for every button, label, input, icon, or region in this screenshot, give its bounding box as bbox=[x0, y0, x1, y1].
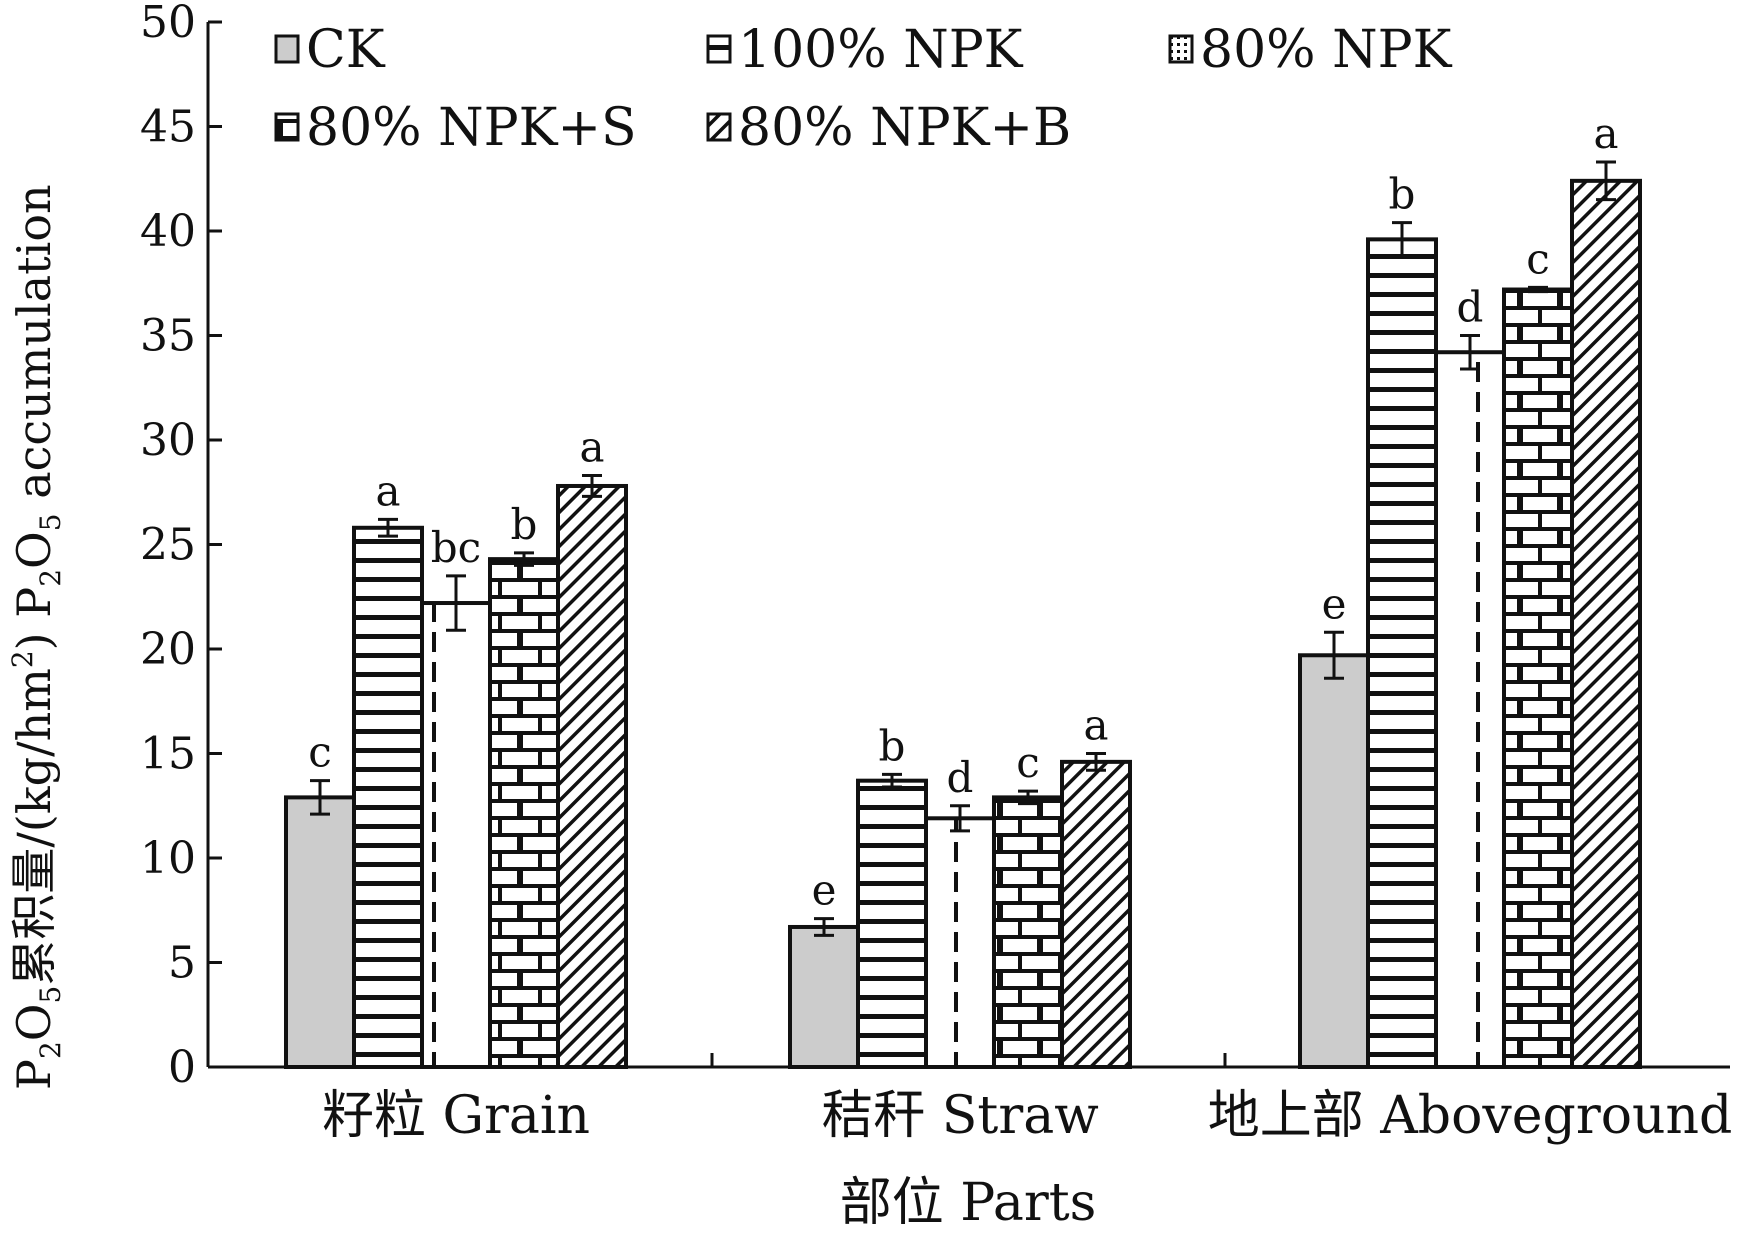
bar bbox=[924, 816, 996, 1069]
x-axis-title: 部位 Parts bbox=[840, 1173, 1097, 1230]
legend-swatch bbox=[706, 34, 732, 64]
significance-letter: d bbox=[1457, 283, 1484, 332]
y-tick-label: 50 bbox=[140, 0, 196, 48]
bar bbox=[1570, 178, 1642, 1069]
bar bbox=[352, 525, 424, 1069]
legend-label: 80% NPK bbox=[1200, 20, 1453, 80]
bar bbox=[1366, 237, 1438, 1070]
legend-swatch bbox=[274, 112, 300, 142]
y-tick-label: 45 bbox=[140, 102, 196, 153]
y-tick-label: 25 bbox=[140, 520, 196, 571]
bar bbox=[1434, 350, 1506, 1070]
significance-letter: a bbox=[1083, 701, 1108, 750]
y-tick-label: 10 bbox=[140, 833, 196, 884]
bar bbox=[856, 778, 928, 1069]
axis-labels: 籽粒 Grain 秸秆 Straw 地上部 Aboveground 部位 Parts P… bbox=[6, 184, 1733, 1233]
significance-letter: a bbox=[579, 423, 604, 472]
axes: 0 5 10 15 20 25 30 35 40 45 50 bbox=[140, 0, 1730, 1093]
legend: CK 100% NPK 80% NPK 80% NPK+S 80% NPK+B bbox=[274, 20, 1453, 158]
y-tick-label: 35 bbox=[140, 311, 196, 362]
significance-letter: c bbox=[1016, 738, 1040, 787]
significance-letter: e bbox=[1322, 579, 1347, 628]
significance-letter: bc bbox=[431, 523, 481, 572]
y-tick-label: 0 bbox=[168, 1042, 196, 1093]
legend-label: 100% NPK bbox=[738, 20, 1024, 80]
bar bbox=[788, 924, 860, 1069]
x-category-label: 籽粒 Grain bbox=[322, 1086, 590, 1146]
x-category-label: 秸秆 Straw bbox=[821, 1086, 1098, 1146]
significance-letter: e bbox=[812, 866, 837, 915]
bar bbox=[1060, 759, 1132, 1069]
y-tick-label: 40 bbox=[140, 206, 196, 257]
bar bbox=[1502, 287, 1574, 1069]
significance-letter: c bbox=[308, 728, 332, 777]
x-category-label: 地上部 Aboveground bbox=[1208, 1086, 1733, 1146]
legend-label: CK bbox=[306, 20, 386, 80]
bar bbox=[488, 557, 560, 1069]
legend-swatch bbox=[274, 34, 300, 64]
y-axis-title: P2O5累积量/(kg/hm2) P2O5 accumulation bbox=[6, 184, 67, 1090]
significance-letter: c bbox=[1526, 234, 1550, 283]
y-tick-label: 15 bbox=[140, 729, 196, 780]
significance-letter: b bbox=[879, 721, 906, 770]
significance-letter: b bbox=[1389, 170, 1416, 219]
y-tick-label: 30 bbox=[140, 415, 196, 466]
y-tick-label: 20 bbox=[140, 624, 196, 675]
bar bbox=[284, 795, 356, 1069]
significance-letter: d bbox=[947, 753, 974, 802]
legend-swatch bbox=[1168, 34, 1194, 64]
bar bbox=[556, 483, 628, 1070]
bar bbox=[420, 601, 492, 1070]
significance-letter: a bbox=[1593, 109, 1618, 158]
y-tick-label: 5 bbox=[168, 938, 196, 989]
bar bbox=[1298, 653, 1370, 1070]
legend-swatch bbox=[706, 112, 732, 142]
significance-letter: a bbox=[375, 466, 400, 515]
legend-label: 80% NPK+S bbox=[306, 98, 637, 158]
legend-label: 80% NPK+B bbox=[738, 98, 1071, 158]
bar bbox=[992, 795, 1064, 1069]
significance-letter: b bbox=[511, 500, 538, 549]
